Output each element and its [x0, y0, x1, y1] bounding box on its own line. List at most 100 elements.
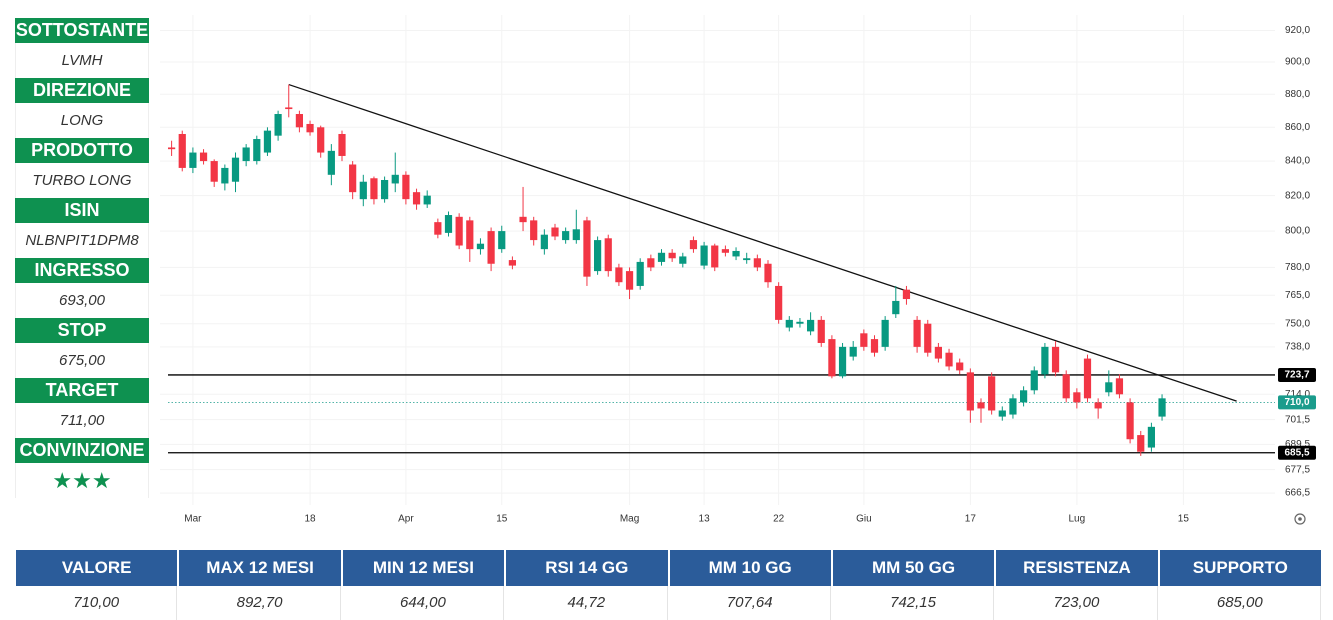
candle-body: [647, 258, 655, 268]
candle-body: [242, 147, 250, 162]
candle-body: [1105, 382, 1113, 393]
candle-body: [263, 130, 272, 153]
table-header: MM 50 GG: [832, 550, 995, 586]
x-tick-label: Lug: [1069, 514, 1086, 525]
candle-body: [168, 147, 176, 150]
candle-body: [1147, 426, 1155, 448]
y-tick-label: 920,0: [1285, 25, 1310, 36]
candle-body: [977, 402, 985, 409]
panel-label: TARGET: [15, 378, 149, 403]
x-tick-label: Mar: [184, 514, 202, 525]
table-value: 723,00: [996, 586, 1158, 620]
table-header: MM 10 GG: [669, 550, 831, 586]
y-tick-label: 677,5: [1285, 464, 1310, 475]
panel-value: 693,00: [15, 283, 149, 318]
candle-body: [828, 339, 836, 377]
candle-body: [540, 234, 548, 250]
x-tick-label: 17: [965, 514, 977, 525]
panel-value: LONG: [15, 103, 149, 138]
candle-body: [391, 174, 399, 184]
candle-body: [189, 152, 197, 168]
candle-body: [1020, 390, 1028, 403]
candle-body: [689, 240, 698, 250]
panel-label: ISIN: [15, 198, 149, 223]
candle-body: [988, 376, 996, 411]
candle-body: [764, 263, 772, 283]
candle-body: [775, 285, 783, 320]
y-tick-label: 689,5: [1285, 439, 1310, 450]
candle-body: [274, 114, 282, 136]
y-tick-label: 820,0: [1285, 190, 1310, 201]
candle-body: [498, 231, 506, 250]
candle-body: [966, 372, 974, 411]
candle-body: [349, 164, 357, 193]
table-value: 710,00: [16, 586, 178, 620]
candle-body: [881, 319, 889, 347]
candle-body: [1126, 402, 1134, 440]
candle-body: [487, 231, 495, 264]
price-badge-label: 685,5: [1284, 447, 1309, 458]
candle-body: [679, 256, 687, 264]
panel-value: LVMH: [15, 43, 149, 78]
candle-body: [221, 167, 229, 184]
table-value: 44,72: [506, 586, 668, 620]
panel-label: PRODOTTO: [15, 138, 149, 163]
y-tick-label: 666,5: [1285, 488, 1310, 499]
table-header: RESISTENZA: [996, 550, 1158, 586]
trendline: [288, 83, 1237, 402]
x-tick-label: 15: [1178, 514, 1190, 525]
candle-body: [668, 252, 676, 259]
price-badge: [1278, 395, 1316, 410]
y-tick-label: 840,0: [1285, 156, 1310, 167]
candle-body: [1041, 346, 1049, 375]
candle-body: [423, 195, 431, 205]
candle-body: [338, 133, 346, 156]
panel-label: SOTTOSTANTE: [15, 18, 149, 43]
x-tick-label: Giu: [856, 514, 872, 525]
candle-body: [476, 243, 485, 250]
candle-body: [743, 258, 751, 261]
candle-body: [285, 107, 293, 110]
candle-body: [210, 161, 218, 182]
candle-body: [817, 319, 825, 343]
candle-body: [370, 178, 378, 200]
table-header: MAX 12 MESI: [179, 550, 341, 586]
y-tick-label: 738,0: [1285, 342, 1310, 353]
price-badge-label: 710,0: [1284, 397, 1309, 408]
x-tick-label: Mag: [620, 514, 639, 525]
candle-body: [1051, 346, 1060, 373]
candle-body: [700, 245, 708, 266]
y-tick-label: 900,0: [1285, 57, 1310, 68]
y-tick-label: 880,0: [1285, 89, 1310, 100]
price-badge: [1278, 445, 1316, 460]
x-tick-label: Apr: [398, 514, 414, 525]
panel-value: 675,00: [15, 343, 149, 378]
panel-label: STOP: [15, 318, 149, 343]
settings-icon[interactable]: [1294, 513, 1306, 525]
table-header: MIN 12 MESI: [342, 550, 505, 586]
candle-body: [1073, 392, 1081, 403]
panel-label: CONVINZIONE: [15, 438, 149, 463]
panel-value: NLBNPIT1DPM8: [15, 223, 149, 258]
candle-body: [519, 216, 527, 223]
candle-body: [625, 271, 634, 290]
candle-body: [870, 339, 879, 353]
candle-body: [444, 215, 453, 233]
candle-body: [849, 346, 857, 357]
y-tick-label: 750,0: [1285, 318, 1310, 329]
x-tick-label: 13: [699, 514, 711, 525]
table-value: 644,00: [343, 586, 505, 620]
candle-body: [956, 362, 964, 371]
candle-body: [594, 240, 602, 272]
table-value: 685,00: [1160, 586, 1321, 620]
y-tick-label: 765,0: [1285, 290, 1310, 301]
candle-body: [721, 249, 729, 253]
candle-body: [711, 245, 719, 268]
candle-body: [508, 260, 516, 266]
info-panel: SOTTOSTANTE LVMH DIREZIONE LONG PRODOTTO TURB…: [15, 18, 149, 498]
candle-body: [434, 222, 442, 235]
candle-body: [1083, 358, 1092, 399]
candle-body: [327, 150, 335, 175]
candle-body: [466, 220, 474, 250]
